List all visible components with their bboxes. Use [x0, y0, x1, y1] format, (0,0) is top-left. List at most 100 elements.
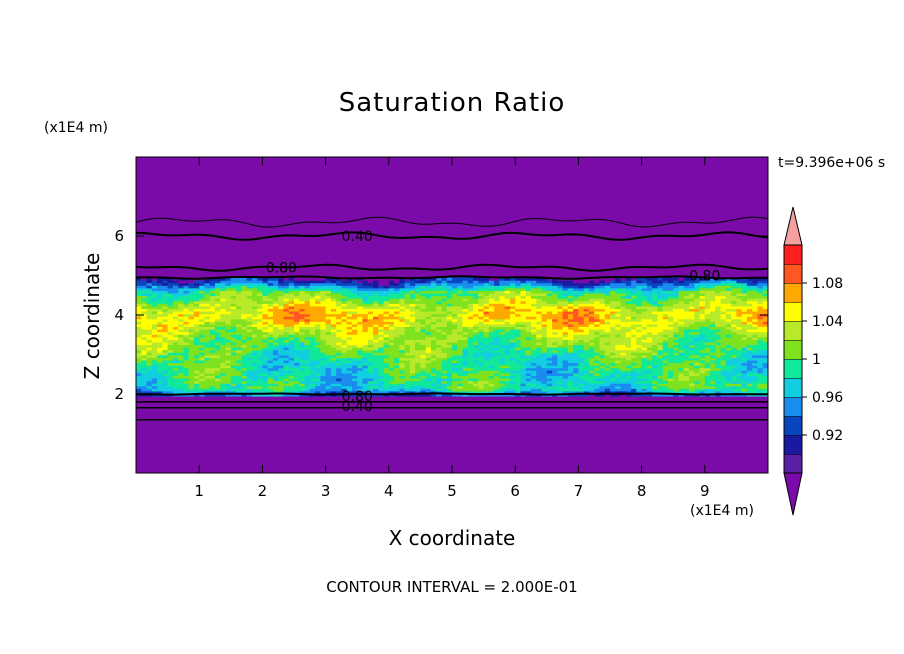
field-cell	[757, 308, 764, 312]
field-cell	[399, 388, 406, 392]
field-cell	[731, 300, 737, 304]
field-cell	[552, 344, 558, 348]
field-cell	[241, 305, 248, 309]
field-cell	[499, 362, 506, 366]
field-cell	[404, 339, 411, 343]
field-cell	[346, 295, 353, 299]
field-cell	[288, 310, 295, 315]
field-cell	[362, 323, 369, 328]
field-cell	[415, 354, 421, 358]
field-cell	[641, 380, 648, 384]
field-cell	[383, 375, 390, 379]
field-cell	[409, 388, 416, 392]
field-cell	[362, 362, 369, 366]
field-cell	[188, 334, 195, 338]
field-cell	[367, 341, 374, 346]
field-cell	[715, 313, 722, 317]
field-cell	[294, 385, 300, 389]
field-cell	[236, 303, 242, 307]
field-cell	[204, 357, 211, 361]
field-cell	[394, 357, 400, 361]
field-cell	[204, 318, 211, 322]
field-cell	[678, 354, 685, 358]
field-cell	[220, 313, 227, 317]
field-cell	[662, 313, 669, 317]
field-cell	[162, 316, 169, 320]
field-cell	[299, 326, 306, 330]
field-cell	[315, 329, 321, 333]
field-cell	[330, 354, 337, 358]
field-cell	[251, 321, 258, 325]
field-cell	[646, 362, 653, 366]
field-cell	[578, 295, 585, 299]
field-cell	[662, 321, 669, 325]
field-cell	[183, 310, 190, 315]
field-cell	[373, 287, 379, 291]
field-cell	[246, 388, 253, 392]
field-cell	[209, 310, 216, 315]
field-cell	[710, 349, 716, 353]
field-cell	[541, 359, 548, 364]
field-cell	[504, 321, 511, 325]
field-cell	[588, 370, 595, 374]
field-cell	[678, 321, 685, 325]
field-cell	[546, 300, 553, 304]
field-cell	[583, 380, 590, 384]
field-cell	[710, 310, 716, 315]
field-cell	[167, 318, 174, 322]
field-cell	[136, 375, 142, 379]
field-cell	[746, 305, 753, 309]
field-cell	[425, 352, 432, 356]
field-cell	[467, 323, 474, 328]
field-cell	[351, 308, 358, 312]
field-cell	[136, 341, 142, 346]
field-cell	[136, 323, 142, 328]
field-cell	[552, 349, 558, 353]
field-cell	[157, 359, 163, 364]
field-cell	[678, 357, 685, 361]
field-cell	[399, 287, 406, 291]
field-cell	[341, 303, 348, 307]
field-cell	[415, 321, 421, 325]
field-cell	[478, 388, 485, 392]
field-cell	[183, 383, 190, 387]
field-cell	[320, 354, 327, 358]
field-cell	[446, 357, 453, 361]
field-cell	[499, 321, 506, 325]
field-cell	[251, 318, 258, 322]
field-cell	[557, 352, 564, 356]
field-cell	[446, 326, 453, 330]
field-cell	[267, 308, 274, 312]
field-cell	[267, 313, 274, 317]
field-cell	[446, 344, 453, 348]
field-cell	[441, 298, 448, 302]
field-cell	[272, 367, 279, 371]
field-cell	[241, 313, 248, 317]
field-cell	[378, 383, 385, 387]
field-cell	[720, 372, 727, 376]
field-cell	[441, 354, 448, 358]
field-cell	[599, 347, 606, 351]
field-cell	[399, 344, 406, 348]
field-cell	[604, 305, 611, 309]
field-cell	[741, 380, 748, 384]
field-cell	[683, 310, 690, 315]
field-cell	[272, 308, 279, 312]
field-cell	[394, 336, 400, 340]
field-cell	[404, 313, 411, 317]
field-cell	[309, 370, 316, 374]
field-cell	[615, 334, 622, 338]
field-cell	[741, 298, 748, 302]
field-cell	[141, 300, 148, 304]
field-cell	[452, 365, 458, 369]
field-cell	[515, 295, 522, 299]
field-cell	[689, 316, 695, 320]
field-cell	[188, 357, 195, 361]
field-cell	[594, 385, 601, 389]
field-cell	[157, 303, 163, 307]
field-cell	[267, 341, 274, 346]
field-cell	[546, 352, 553, 356]
field-cell	[689, 323, 695, 328]
field-cell	[246, 352, 253, 356]
field-cell	[599, 313, 606, 317]
